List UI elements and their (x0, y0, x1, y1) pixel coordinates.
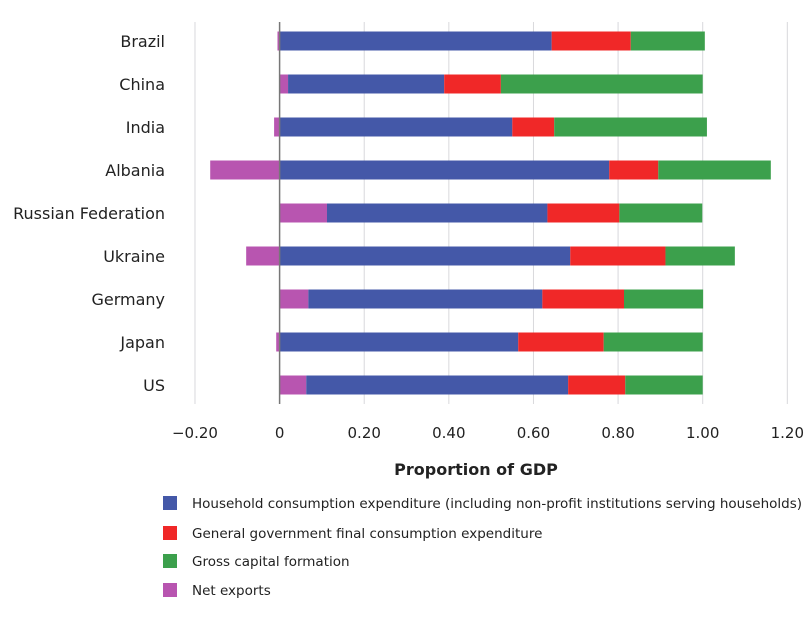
bar-segment-gross (658, 160, 771, 180)
legend: Household consumption expenditure (inclu… (163, 496, 802, 599)
category-label: Ukraine (103, 247, 165, 266)
legend-swatch (163, 496, 177, 510)
bar-segment-net (279, 203, 327, 223)
category-label: Japan (119, 333, 165, 352)
bar-segment-general (609, 160, 659, 180)
bar-segment-net (277, 31, 280, 51)
x-tick-label: 0.60 (517, 424, 550, 442)
bar-segment-household (306, 375, 569, 395)
bar-segment-household (308, 289, 543, 309)
x-tick-label: 0.20 (348, 424, 381, 442)
bar-segment-general (512, 117, 555, 137)
bar-segment-gross (554, 117, 707, 137)
category-label: Albania (105, 161, 165, 180)
bar-segment-general (568, 375, 626, 395)
category-label: Brazil (120, 32, 165, 51)
bar-segment-net (274, 117, 280, 137)
category-labels: Brazil China India Albania Russian Federatio… (13, 32, 165, 395)
bar-segment-general (547, 203, 620, 223)
x-tick-label: 0.40 (432, 424, 465, 442)
category-label: Russian Federation (13, 204, 165, 223)
bar-segment-gross (619, 203, 703, 223)
bar-segment-gross (665, 246, 735, 266)
bar-segment-general (551, 31, 631, 51)
bar-segment-net (279, 289, 309, 309)
legend-label: Gross capital formation (192, 554, 350, 570)
bar-segment-gross (603, 332, 703, 352)
bar-segment-net (279, 74, 289, 94)
legend-swatch (163, 583, 177, 597)
bar-segment-net (210, 160, 280, 180)
x-tick-label: 0 (275, 424, 285, 442)
legend-label: Net exports (192, 583, 271, 599)
legend-label: Household consumption expenditure (inclu… (192, 496, 802, 512)
bar-segment-general (542, 289, 625, 309)
legend-label: General government final consumption exp… (192, 526, 542, 542)
bar-segment-general (444, 74, 501, 94)
legend-swatch (163, 554, 177, 568)
bars (210, 31, 771, 395)
bar-segment-household (288, 74, 445, 94)
category-label: Germany (91, 290, 165, 309)
bar-segment-household (279, 332, 519, 352)
x-tick-label: 1.20 (771, 424, 804, 442)
x-axis-label: Proportion of GDP (394, 460, 558, 479)
x-tick-label: 1.00 (686, 424, 719, 442)
category-label: India (126, 118, 165, 137)
bar-segment-gross (625, 375, 703, 395)
bar-segment-gross (500, 74, 703, 94)
bar-segment-general (570, 246, 666, 266)
bar-segment-household (279, 31, 552, 51)
bar-segment-net (276, 332, 280, 352)
bar-segment-household (279, 117, 513, 137)
legend-swatch (163, 526, 177, 540)
bar-segment-household (326, 203, 548, 223)
bar-segment-general (518, 332, 604, 352)
bar-segment-gross (624, 289, 704, 309)
bar-segment-gross (630, 31, 705, 51)
bar-segment-net (246, 246, 280, 266)
tick-labels: −0.20 0 0.20 0.40 0.60 0.80 1.00 1.20 (172, 424, 804, 442)
bar-segment-household (279, 246, 571, 266)
category-label: US (143, 376, 165, 395)
category-label: China (119, 75, 165, 94)
bar-segment-household (279, 160, 610, 180)
x-tick-label: −0.20 (172, 424, 218, 442)
x-tick-label: 0.80 (601, 424, 634, 442)
bar-segment-net (279, 375, 307, 395)
